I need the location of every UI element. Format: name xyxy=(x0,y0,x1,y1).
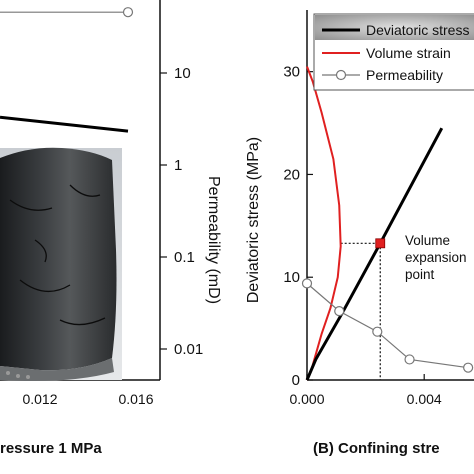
panel-b-x-ticks: 0.000 0.004 xyxy=(289,374,442,407)
panel-a-caption: ressure 1 MPa xyxy=(0,440,102,457)
panel-b-y-ticks: 0 10 20 30 xyxy=(283,64,313,389)
panel-a-x-ticks: 0.012 0.016 xyxy=(22,374,154,407)
panel-a: 0.012 0.016 10 1 0.1 0.01 Permeability (… xyxy=(0,0,222,407)
volume-expansion-point-marker xyxy=(375,238,386,249)
legend-label: Volume strain xyxy=(366,45,451,61)
panel-b-y-tick-label: 20 xyxy=(283,166,300,183)
series-permeability xyxy=(306,282,469,369)
annotation-line: Volume xyxy=(405,233,450,248)
legend-highlight xyxy=(315,15,474,40)
panel-a-right-tick-label: 0.01 xyxy=(174,341,203,358)
legend-label: Deviatoric stress xyxy=(366,22,469,38)
panel-a-right-axis-label: Permeability (mD) xyxy=(205,176,222,304)
panel-b-y-tick-label: 0 xyxy=(292,372,300,389)
panel-b-series xyxy=(301,66,474,381)
rock-sample-photo xyxy=(0,147,122,381)
legend: Deviatoric stress Volume strain Permeabi… xyxy=(313,13,474,91)
annotation-line: point xyxy=(405,267,435,282)
panel-a-permeability-point xyxy=(122,7,134,18)
panel-a-right-ticks: 10 1 0.1 0.01 xyxy=(160,65,203,358)
volume-expansion-annotation: Volume expansion point xyxy=(405,233,467,282)
panel-a-right-tick-label: 0.1 xyxy=(174,249,195,266)
panel-b-caption: (B) Confining stre xyxy=(313,440,440,457)
permeability-point xyxy=(301,278,313,289)
panel-b-y-tick-label: 30 xyxy=(283,64,300,81)
panel-b-y-tick-label: 10 xyxy=(283,269,300,286)
legend-marker-permeability xyxy=(335,69,347,81)
panel-a-x-tick-label: 0.012 xyxy=(22,391,57,407)
panel-b-x-tick-label: 0.004 xyxy=(407,391,442,407)
permeability-point xyxy=(334,306,345,317)
panel-a-x-tick-label: 0.016 xyxy=(118,391,153,407)
permeability-point xyxy=(463,362,474,373)
annotation-line: expansion xyxy=(405,250,467,265)
permeability-point xyxy=(372,326,383,337)
panel-a-stress-line xyxy=(0,115,129,133)
series-volume-strain xyxy=(306,66,342,381)
panel-b-x-tick-label: 0.000 xyxy=(289,391,324,407)
panel-a-right-tick-label: 10 xyxy=(174,65,191,82)
panel-a-series xyxy=(0,7,134,133)
panel-b-y-axis-label: Deviatoric stress (MPa) xyxy=(245,137,262,303)
permeability-point xyxy=(404,354,415,365)
panel-b: 0 10 20 30 0.000 0.004 Deviatoric stress (MP… xyxy=(245,10,474,407)
panel-a-right-tick-label: 1 xyxy=(174,157,182,174)
legend-label: Permeability xyxy=(366,67,443,83)
